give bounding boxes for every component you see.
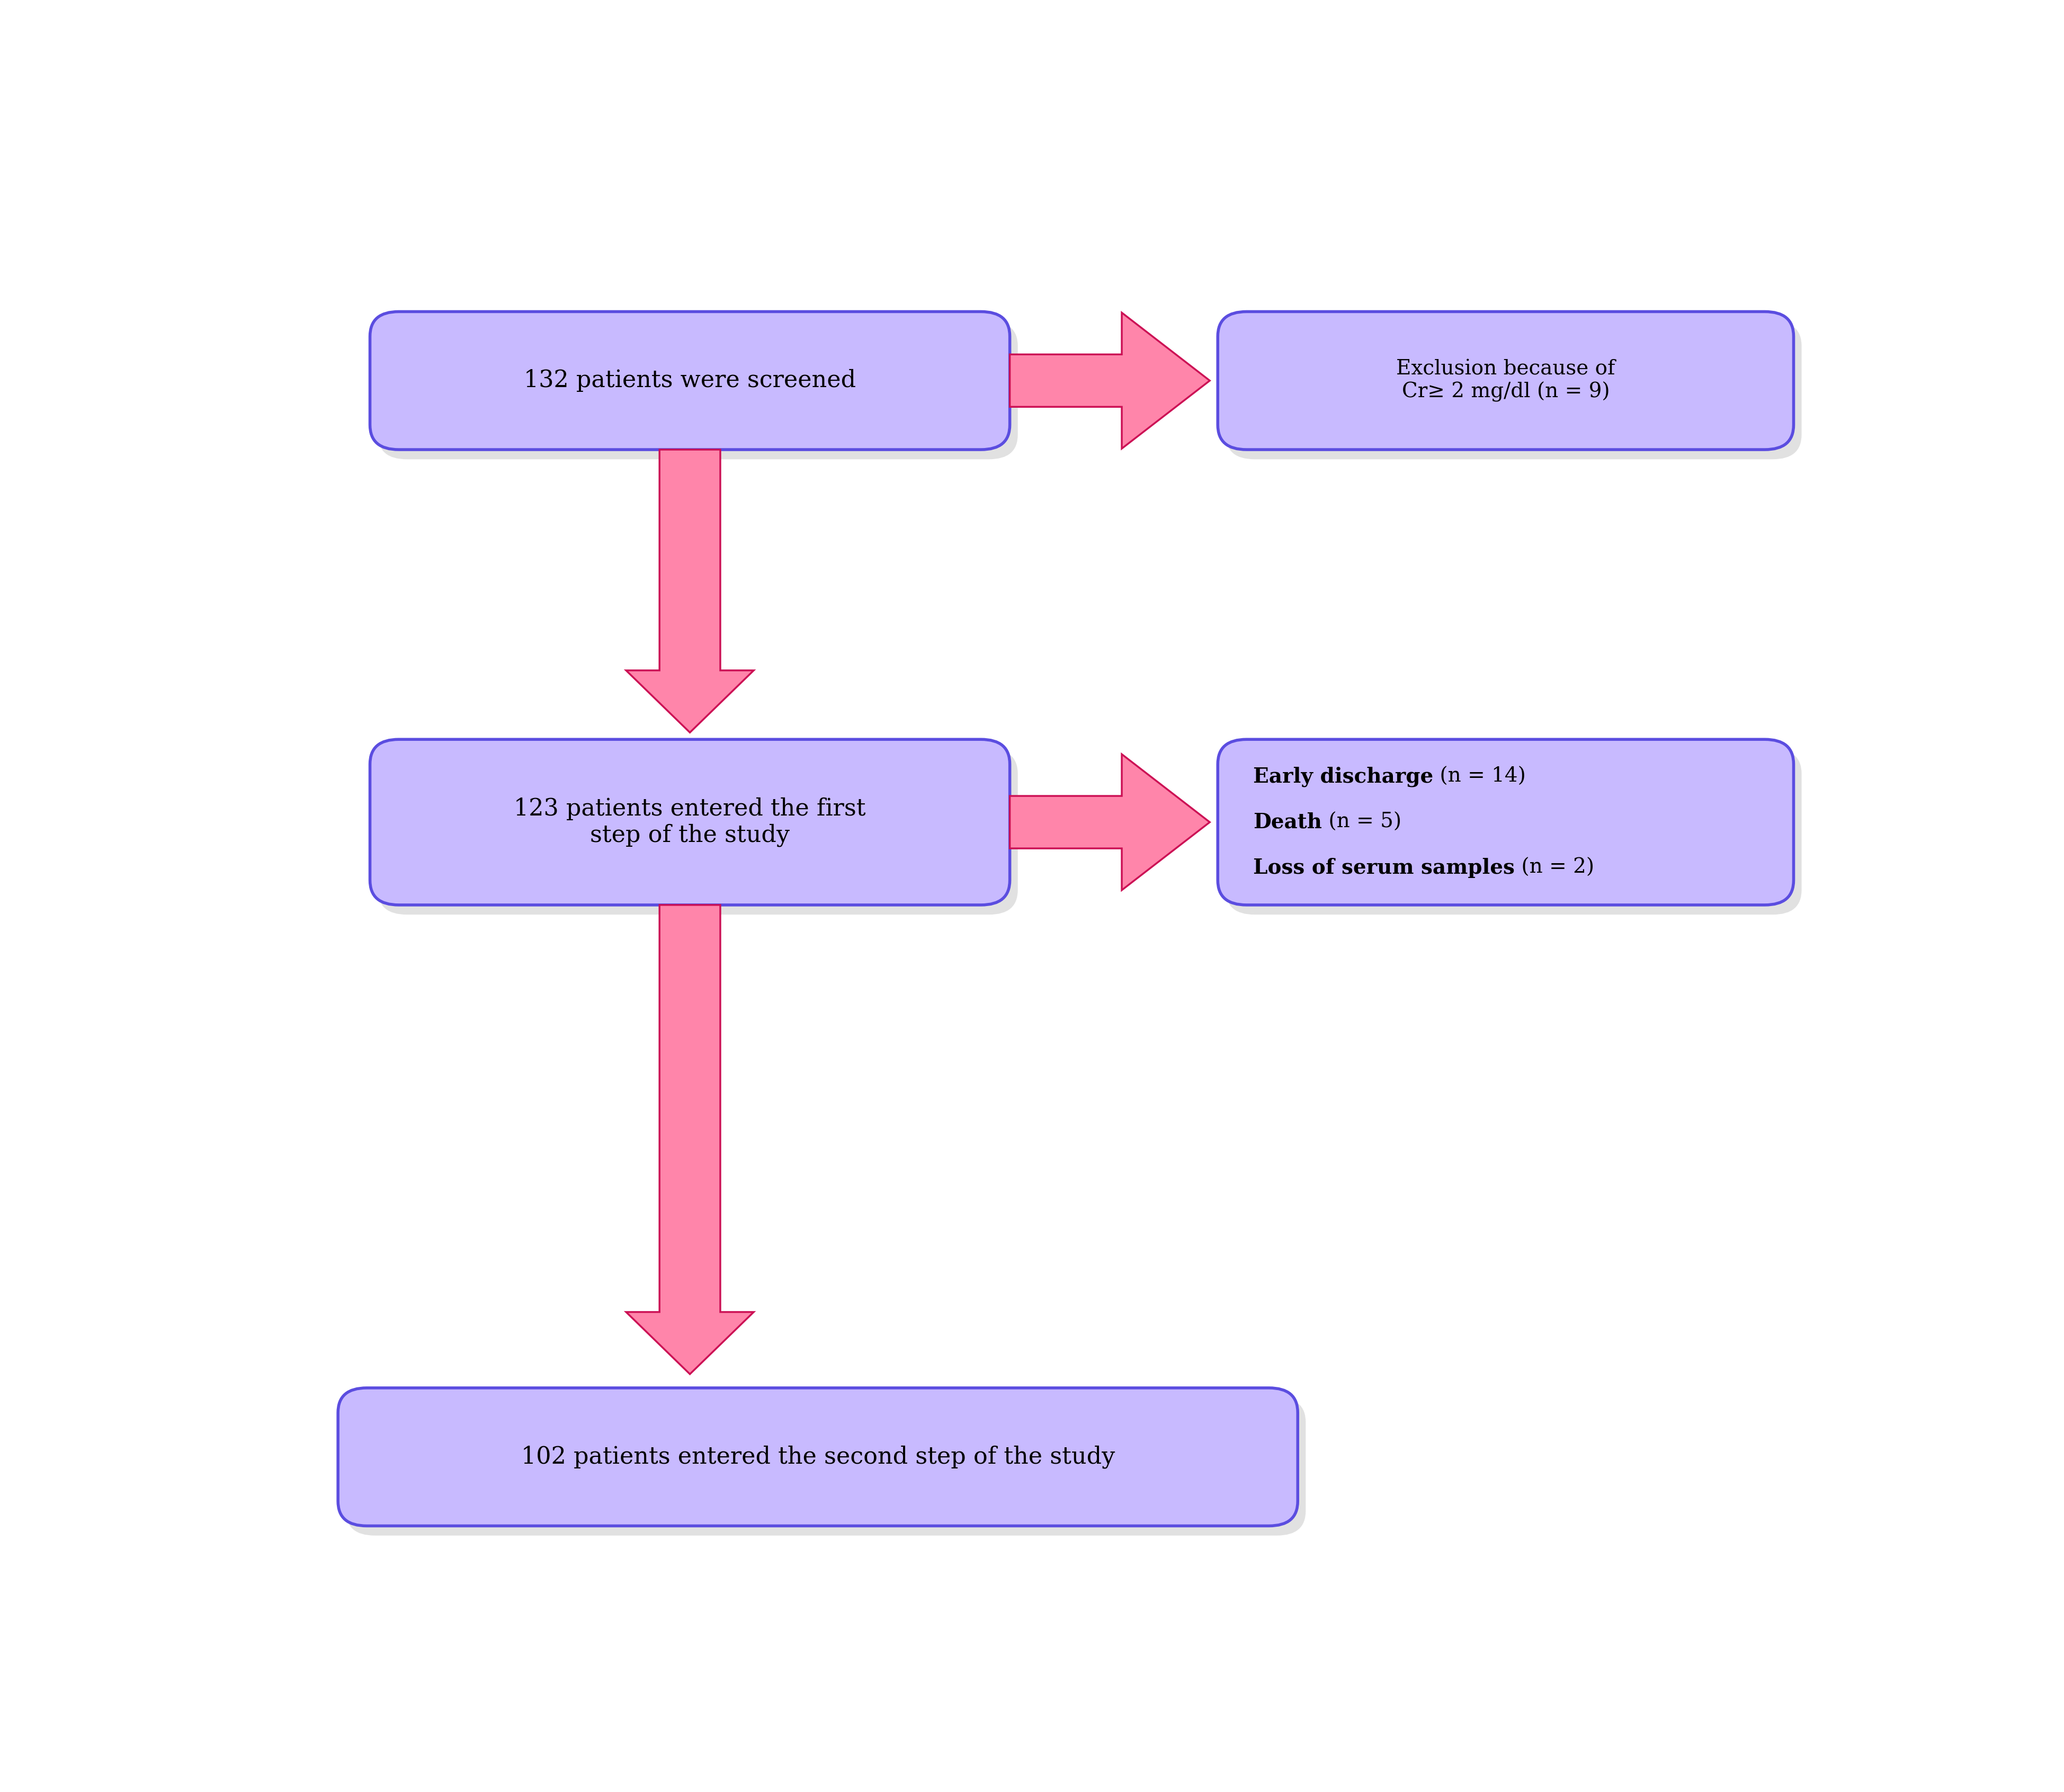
- Polygon shape: [1009, 754, 1210, 891]
- FancyBboxPatch shape: [1226, 321, 1802, 459]
- Polygon shape: [625, 450, 753, 733]
- FancyBboxPatch shape: [338, 1387, 1298, 1527]
- FancyBboxPatch shape: [369, 740, 1009, 905]
- Text: (n = 2): (n = 2): [1515, 858, 1593, 878]
- Text: 132 patients were screened: 132 patients were screened: [524, 369, 857, 392]
- FancyBboxPatch shape: [1226, 749, 1802, 914]
- FancyBboxPatch shape: [378, 749, 1018, 914]
- Text: Death: Death: [1253, 812, 1321, 831]
- FancyBboxPatch shape: [1218, 312, 1794, 450]
- Text: Exclusion because of
Cr≥ 2 mg/dl (n = 9): Exclusion because of Cr≥ 2 mg/dl (n = 9): [1395, 358, 1616, 401]
- Text: 123 patients entered the first
step of the study: 123 patients entered the first step of t…: [514, 797, 867, 848]
- FancyBboxPatch shape: [1218, 740, 1794, 905]
- Text: Early discharge: Early discharge: [1253, 767, 1432, 787]
- Text: (n = 14): (n = 14): [1432, 767, 1525, 787]
- FancyBboxPatch shape: [369, 312, 1009, 450]
- Polygon shape: [625, 905, 753, 1374]
- Text: Loss of serum samples: Loss of serum samples: [1253, 858, 1515, 878]
- FancyBboxPatch shape: [378, 321, 1018, 459]
- Text: (n = 5): (n = 5): [1321, 812, 1401, 831]
- FancyBboxPatch shape: [347, 1398, 1307, 1536]
- Text: 102 patients entered the second step of the study: 102 patients entered the second step of …: [520, 1446, 1115, 1468]
- Polygon shape: [1009, 312, 1210, 448]
